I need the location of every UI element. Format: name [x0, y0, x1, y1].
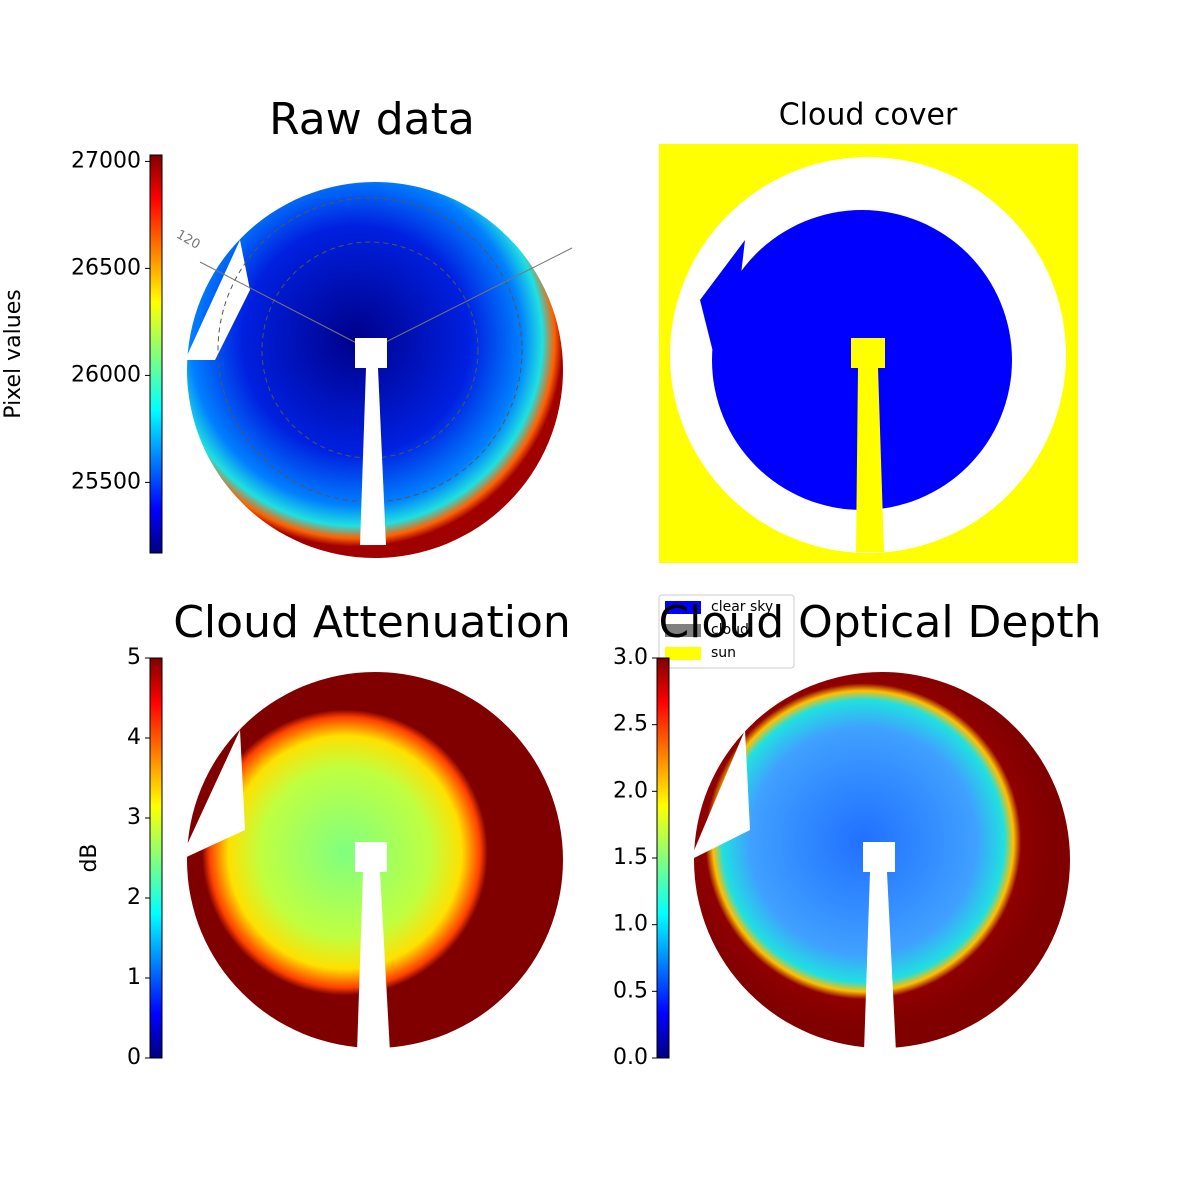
- colorbar-tick-label: 3.0: [613, 645, 648, 670]
- colorbar: [656, 657, 670, 1059]
- panel-title: Cloud Optical Depth: [658, 597, 1101, 648]
- colorbar-tick-label: 0.5: [613, 978, 648, 1003]
- raw-image: [185, 182, 573, 558]
- colorbar-tick-label: 26500: [71, 255, 141, 280]
- colorbar-tick-label: 25500: [71, 469, 141, 494]
- colorbar-tick-label: 0.0: [613, 1045, 648, 1070]
- colorbar-tick-label: 1.5: [613, 845, 648, 870]
- colorbar-tick-label: 27000: [71, 148, 141, 173]
- colorbar-tick-label: 4: [127, 725, 141, 750]
- colorbar-tick-label: 2: [127, 885, 141, 910]
- panel-title: Raw data: [269, 94, 475, 145]
- legend-swatch: [665, 601, 701, 614]
- legend-label: sun: [711, 645, 736, 661]
- panel-title: Cloud Attenuation: [173, 597, 571, 648]
- colorbar: [149, 154, 163, 554]
- colorbar-tick-label: 1: [127, 965, 141, 990]
- colorbar-label: dB: [77, 843, 102, 872]
- legend-label: cloud: [711, 622, 749, 638]
- cloud-cover-image: [659, 144, 1078, 563]
- colorbar-tick-label: 2.5: [613, 712, 648, 737]
- panel-title: Cloud cover: [779, 98, 958, 133]
- legend-swatch: [665, 624, 701, 637]
- colorbar-tick-label: 5: [127, 645, 141, 670]
- legend-label: clear sky: [711, 599, 773, 615]
- colorbar-tick-label: 3: [127, 805, 141, 830]
- colorbar-tick-label: 0: [127, 1045, 141, 1070]
- legend-swatch: [665, 647, 701, 660]
- colorbar-tick-label: 26000: [71, 362, 141, 387]
- optical-depth-image: [690, 672, 1070, 1052]
- attenuation-image: [180, 672, 563, 1052]
- colorbar: [149, 657, 163, 1059]
- colorbar-tick-label: 2.0: [613, 778, 648, 803]
- colorbar-label: Pixel values: [1, 289, 26, 418]
- colorbar-tick-label: 1.0: [613, 912, 648, 937]
- polar-label: 120: [173, 227, 202, 252]
